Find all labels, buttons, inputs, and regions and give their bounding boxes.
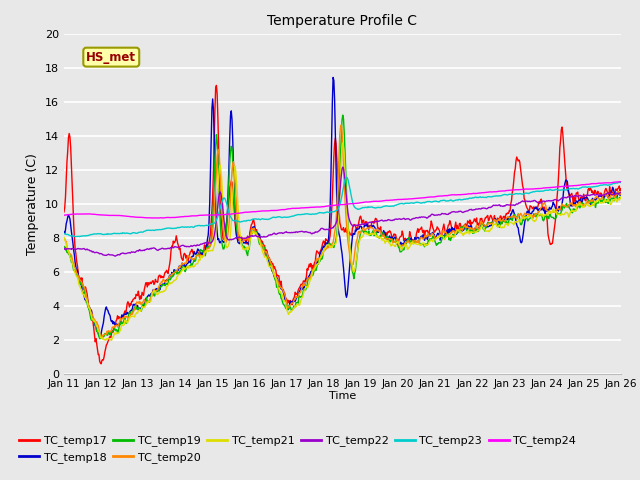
TC_temp24 — [60, 212, 68, 218]
TC_temp18 — [416, 236, 424, 241]
TC_temp20 — [167, 273, 175, 279]
TC_temp19 — [502, 220, 510, 226]
TC_temp24 — [415, 195, 423, 201]
TC_temp24 — [502, 188, 509, 193]
TC_temp21 — [167, 280, 175, 286]
Line: TC_temp24: TC_temp24 — [64, 182, 621, 218]
TC_temp21 — [108, 337, 115, 343]
TC_temp19 — [387, 238, 395, 243]
TC_temp18 — [60, 229, 68, 235]
TC_temp24 — [167, 215, 175, 220]
Line: TC_temp19: TC_temp19 — [64, 115, 621, 339]
TC_temp22 — [310, 230, 317, 236]
TC_temp19 — [310, 269, 317, 275]
TC_temp22 — [111, 253, 119, 259]
TC_temp18 — [329, 74, 337, 80]
TC_temp24 — [387, 197, 394, 203]
TC_temp17 — [246, 229, 253, 235]
TC_temp19 — [60, 244, 68, 250]
Text: HS_met: HS_met — [86, 51, 136, 64]
TC_temp17 — [212, 83, 220, 88]
TC_temp20 — [310, 267, 317, 273]
TC_temp21 — [387, 243, 395, 249]
TC_temp19 — [96, 336, 104, 342]
Line: TC_temp17: TC_temp17 — [64, 85, 621, 364]
TC_temp22 — [245, 234, 253, 240]
TC_temp23 — [245, 217, 253, 223]
TC_temp20 — [337, 122, 345, 128]
Title: Temperature Profile C: Temperature Profile C — [268, 14, 417, 28]
TC_temp23 — [617, 180, 625, 185]
TC_temp17 — [97, 361, 105, 367]
TC_temp17 — [416, 227, 424, 232]
TC_temp18 — [310, 267, 317, 273]
TC_temp23 — [502, 192, 510, 198]
TC_temp17 — [310, 260, 318, 265]
TC_temp23 — [76, 234, 83, 240]
TC_temp17 — [387, 231, 395, 237]
TC_temp19 — [339, 112, 347, 118]
TC_temp22 — [617, 190, 625, 195]
TC_temp19 — [167, 276, 175, 281]
TC_temp22 — [60, 246, 68, 252]
TC_temp19 — [245, 247, 253, 252]
Line: TC_temp22: TC_temp22 — [64, 167, 621, 256]
TC_temp20 — [416, 236, 424, 241]
TC_temp24 — [310, 204, 317, 210]
TC_temp18 — [617, 192, 625, 198]
TC_temp22 — [387, 218, 395, 224]
TC_temp20 — [617, 191, 625, 197]
Legend: TC_temp17, TC_temp18, TC_temp19, TC_temp20, TC_temp21, TC_temp22, TC_temp23, TC_: TC_temp17, TC_temp18, TC_temp19, TC_temp… — [15, 431, 580, 468]
TC_temp17 — [167, 247, 175, 253]
TC_temp20 — [502, 216, 510, 221]
TC_temp23 — [342, 174, 350, 180]
TC_temp21 — [617, 194, 625, 200]
TC_temp22 — [167, 245, 175, 251]
TC_temp18 — [97, 336, 104, 341]
TC_temp17 — [60, 209, 68, 215]
TC_temp21 — [310, 267, 317, 273]
X-axis label: Time: Time — [329, 391, 356, 401]
TC_temp19 — [617, 195, 625, 201]
TC_temp24 — [245, 209, 253, 215]
TC_temp21 — [60, 235, 68, 240]
TC_temp18 — [387, 236, 395, 241]
TC_temp17 — [502, 211, 510, 216]
TC_temp24 — [155, 215, 163, 221]
TC_temp23 — [60, 231, 68, 237]
TC_temp22 — [502, 202, 510, 208]
Line: TC_temp23: TC_temp23 — [64, 177, 621, 237]
Line: TC_temp20: TC_temp20 — [64, 125, 621, 337]
TC_temp21 — [339, 140, 347, 145]
TC_temp21 — [416, 242, 424, 248]
TC_temp18 — [167, 274, 175, 280]
TC_temp19 — [416, 241, 424, 247]
TC_temp22 — [339, 164, 347, 170]
TC_temp21 — [245, 245, 253, 251]
TC_temp23 — [387, 204, 395, 209]
TC_temp22 — [416, 215, 424, 220]
Y-axis label: Temperature (C): Temperature (C) — [26, 153, 40, 255]
Line: TC_temp18: TC_temp18 — [64, 77, 621, 338]
TC_temp20 — [60, 236, 68, 242]
TC_temp24 — [617, 179, 625, 185]
TC_temp23 — [310, 211, 317, 217]
TC_temp21 — [502, 221, 510, 227]
TC_temp23 — [167, 226, 175, 231]
TC_temp20 — [98, 335, 106, 340]
TC_temp18 — [245, 242, 253, 248]
TC_temp20 — [387, 237, 395, 242]
TC_temp18 — [502, 216, 510, 222]
TC_temp20 — [245, 238, 253, 243]
TC_temp17 — [617, 186, 625, 192]
TC_temp23 — [416, 200, 424, 205]
Line: TC_temp21: TC_temp21 — [64, 143, 621, 340]
